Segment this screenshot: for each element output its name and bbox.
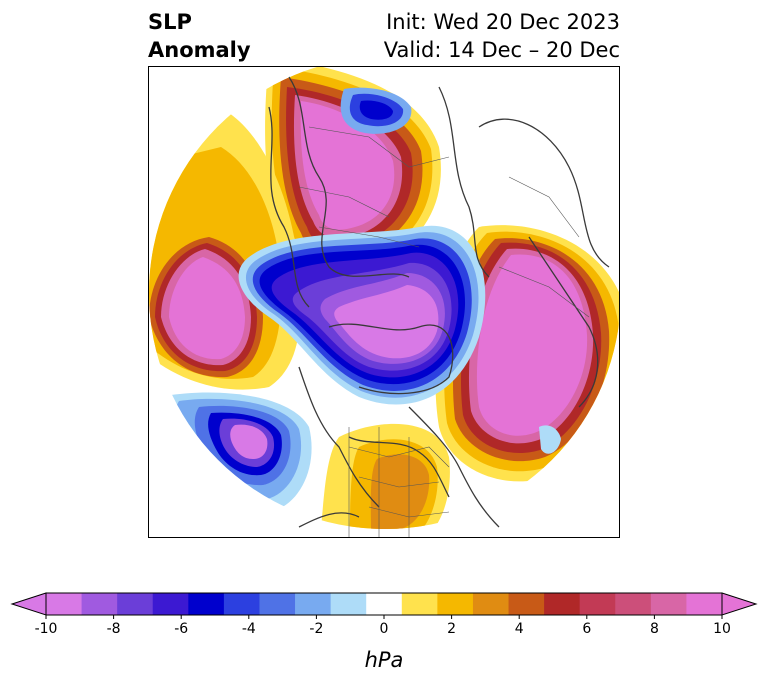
colorbar-cell — [81, 593, 118, 615]
colorbar-tick-label: 10 — [713, 621, 731, 637]
colorbar-cell — [615, 593, 652, 615]
colorbar-cell — [223, 593, 260, 615]
colorbar-cell — [152, 593, 189, 615]
colorbar-cell — [401, 593, 438, 615]
colorbar-cell — [437, 593, 474, 615]
atlantic-light-blue-patch — [539, 425, 561, 454]
colorbar-tick-label: -6 — [174, 621, 188, 637]
map-dates: Init: Wed 20 Dec 2023 Valid: 14 Dec – 20… — [384, 8, 620, 64]
colorbar-cell — [544, 593, 581, 615]
colorbar-tick-label: 6 — [582, 621, 591, 637]
colorbar-tick-label: 0 — [380, 621, 389, 637]
coastlines — [268, 76, 610, 528]
map-panel — [148, 66, 620, 538]
colorbar-unit-label: hPa — [365, 648, 404, 672]
colorbar-cell — [650, 593, 687, 615]
colorbar-tick-label: -2 — [309, 621, 323, 637]
colorbar-cell — [686, 593, 723, 615]
arctic-low-anomaly — [238, 225, 486, 405]
colorbar-ticks: -10 -8 -6 -4 -2 0 2 4 6 8 10 — [35, 615, 731, 637]
colorbar-tick-label: -10 — [35, 621, 58, 637]
init-date: Init: Wed 20 Dec 2023 — [386, 10, 620, 34]
eastern-pacific-low-anomaly — [153, 392, 312, 513]
country-borders — [298, 126, 590, 537]
kara-sea-low-anomaly — [340, 87, 412, 134]
colorbar-tick-label: 4 — [515, 621, 524, 637]
colorbar-arrow-max — [721, 592, 758, 616]
colorbar-tick-label: -8 — [107, 621, 121, 637]
colorbar-tick-label: 2 — [447, 621, 456, 637]
colorbar-arrow-min — [10, 592, 47, 616]
colorbar-cell — [579, 593, 616, 615]
colorbar-cell — [259, 593, 296, 615]
north-atlantic-high-anomaly — [435, 225, 619, 482]
colorbar-cells — [10, 592, 758, 616]
anomaly-map — [149, 67, 619, 537]
title-line-1: SLP — [148, 10, 192, 34]
colorbar-cell — [295, 593, 332, 615]
map-title: SLP Anomaly — [148, 8, 251, 64]
colorbar-tick-label: -4 — [242, 621, 256, 637]
north-pacific-high-anomaly — [149, 107, 301, 390]
colorbar: -10 -8 -6 -4 -2 0 2 4 6 8 10 hPa — [10, 592, 758, 672]
map-disc — [149, 67, 619, 529]
colorbar-cell — [188, 593, 225, 615]
colorbar-cell — [472, 593, 509, 615]
colorbar-cell — [366, 593, 403, 615]
valid-range: Valid: 14 Dec – 20 Dec — [383, 38, 620, 62]
colorbar-cell — [117, 593, 154, 615]
us-positive-anomaly — [319, 423, 450, 529]
colorbar-tick-label: 8 — [650, 621, 659, 637]
title-line-2: Anomaly — [148, 38, 251, 62]
colorbar-cell — [46, 593, 82, 615]
colorbar-cell — [508, 593, 545, 615]
colorbar-cell — [330, 593, 367, 615]
